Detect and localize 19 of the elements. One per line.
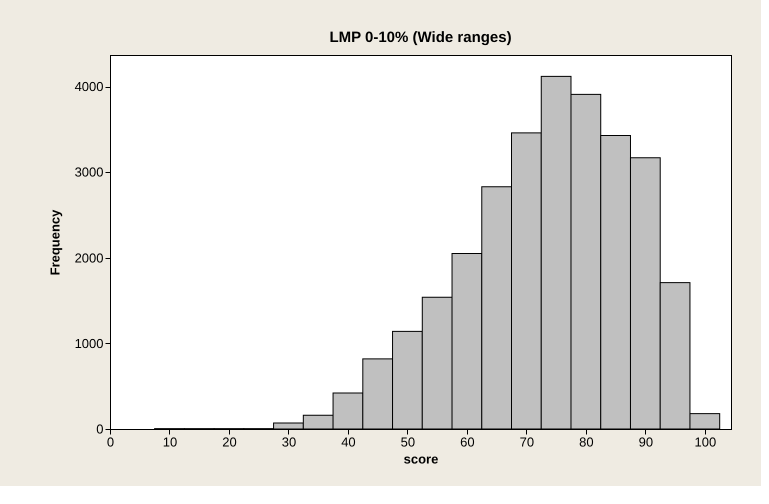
y-axis-title: Frequency <box>48 208 63 276</box>
x-tick-label: 60 <box>460 434 475 450</box>
x-tick-label: 0 <box>106 434 114 450</box>
x-tick-label: 40 <box>341 434 356 450</box>
x-tick-label: 90 <box>638 434 654 450</box>
x-tick-label: 30 <box>282 434 296 450</box>
y-tick-label: 2000 <box>74 250 104 266</box>
y-tick-label: 3000 <box>74 164 104 180</box>
y-tick-label: 0 <box>96 422 104 436</box>
x-tick-label: 70 <box>520 434 534 450</box>
x-tick-label: 10 <box>162 434 178 450</box>
x-tick-label: 50 <box>400 434 416 450</box>
x-tick-label: 80 <box>579 434 594 450</box>
x-axis-title: score <box>404 452 438 466</box>
chart-title: LMP 0-10% (Wide ranges) <box>329 29 512 46</box>
x-tick-label: 20 <box>222 434 237 450</box>
y-tick-label: 1000 <box>74 336 104 351</box>
x-tick-label: 100 <box>694 434 716 450</box>
y-tick-label: 4000 <box>74 79 104 94</box>
